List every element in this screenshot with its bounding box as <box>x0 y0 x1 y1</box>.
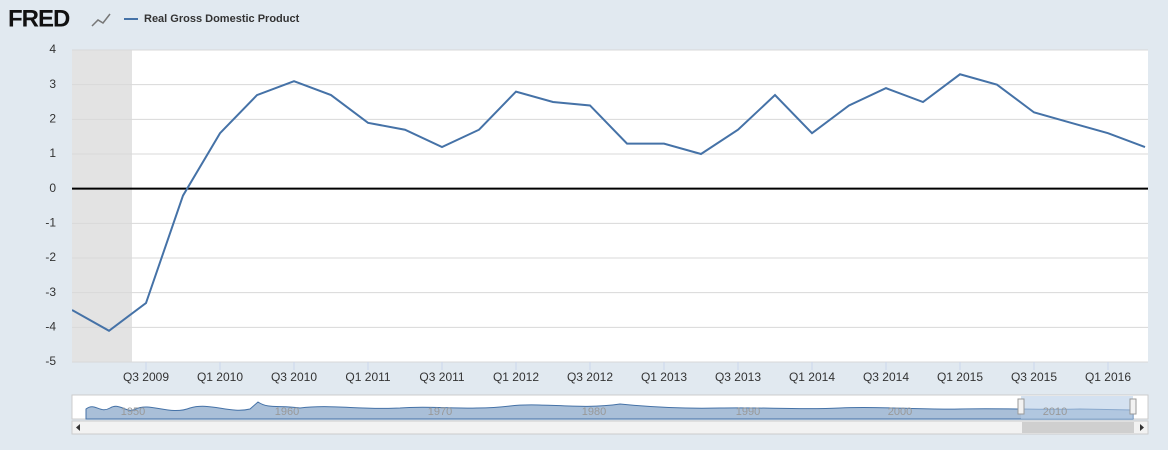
x-tick-label: Q3 2011 <box>419 370 464 384</box>
navigator-label: 1950 <box>121 406 145 418</box>
navigator-label: 2010 <box>1043 406 1067 418</box>
y-tick-label: -4 <box>45 320 56 334</box>
y-tick-label: 4 <box>49 42 56 56</box>
navigator-handle[interactable] <box>1017 398 1025 415</box>
navigator-series <box>85 401 1134 420</box>
navigator-handle[interactable] <box>1129 398 1137 415</box>
x-tick-label: Q3 2012 <box>567 370 613 384</box>
navigator-label: 1960 <box>275 406 299 418</box>
y-tick-label: -1 <box>45 216 56 230</box>
x-tick-label: Q1 2013 <box>641 370 687 384</box>
plot-area <box>72 50 1148 362</box>
navigator-window[interactable] <box>1021 396 1133 419</box>
x-tick-label: Q3 2013 <box>715 370 761 384</box>
x-tick-label: Q3 2015 <box>1011 370 1057 384</box>
y-tick-label: 2 <box>49 112 56 126</box>
x-tick-label: Q1 2012 <box>493 370 539 384</box>
x-tick-label: Q1 2010 <box>197 370 243 384</box>
navigator-label: 1980 <box>582 406 606 418</box>
x-tick-label: Q3 2010 <box>271 370 317 384</box>
x-tick-label: Q3 2014 <box>863 370 909 384</box>
recession-shade <box>72 50 132 362</box>
navigator: 1950 1960 1970 1980 1990 2000 2010 <box>71 394 1149 435</box>
scroll-right-arrow[interactable] <box>1140 424 1144 431</box>
line-series <box>72 73 1146 332</box>
y-tick-label: -3 <box>45 285 56 299</box>
y-tick-label: 1 <box>49 146 56 160</box>
y-tick-label: -5 <box>45 354 56 368</box>
y-tick-label: 3 <box>49 77 56 91</box>
scroll-left-arrow[interactable] <box>76 424 80 431</box>
scrollbar-track[interactable] <box>71 420 1149 435</box>
logo: FRED <box>8 5 70 32</box>
x-tick-label: Q1 2011 <box>345 370 390 384</box>
x-tick-label: Q1 2016 <box>1085 370 1131 384</box>
y-tick-label: 0 <box>49 181 56 195</box>
legend-label: Real Gross Domestic Product <box>144 13 300 25</box>
logo-icon <box>91 13 111 27</box>
navigator-label: 2000 <box>888 406 912 418</box>
navigator-label: 1990 <box>736 406 760 418</box>
x-tick-label: Q3 2009 <box>123 370 169 384</box>
y-tick-label: -2 <box>45 250 56 264</box>
x-tick-label: Q1 2015 <box>937 370 983 384</box>
navigator-label: 1970 <box>428 406 452 418</box>
scrollbar-thumb[interactable] <box>1022 422 1134 433</box>
x-tick-label: Q1 2014 <box>789 370 835 384</box>
